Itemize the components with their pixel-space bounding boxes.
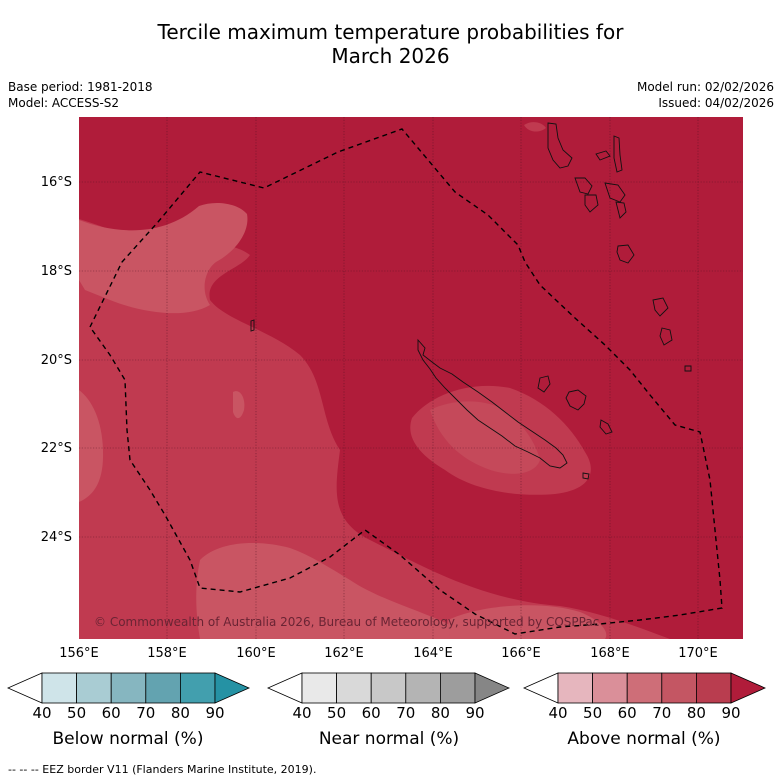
colorbar-extend-low xyxy=(523,672,559,704)
colorbar-segment xyxy=(439,672,476,704)
colorbar-title-near: Near normal (%) xyxy=(318,729,460,749)
colorbar-segment xyxy=(76,672,112,704)
colorbar-title-above: Above normal (%) xyxy=(567,729,721,749)
colorbar-extend-low xyxy=(7,672,43,704)
eez-border xyxy=(89,128,723,635)
colorbar-segment xyxy=(301,672,337,704)
probability-field-80-north xyxy=(524,122,546,132)
map-copyright: © Commonwealth of Australia 2026, Bureau… xyxy=(94,615,599,629)
colorbar-segment xyxy=(696,672,732,704)
colorbar-tick: 40 xyxy=(292,704,312,722)
new-caledonia-outline xyxy=(417,338,568,469)
colorbar-tick: 40 xyxy=(548,704,568,722)
colorbar-segment xyxy=(557,672,593,704)
lon-label: 158°E xyxy=(147,646,187,661)
lon-label: 168°E xyxy=(590,646,630,661)
colorbar-extend-high xyxy=(214,672,250,704)
colorbar-tick: 50 xyxy=(327,704,347,722)
probability-field-70-central xyxy=(430,401,540,474)
issued-date: Issued: 04/02/2026 xyxy=(658,96,774,110)
model-name: Model: ACCESS-S2 xyxy=(8,96,120,110)
colorbar-tick: 60 xyxy=(361,704,381,722)
map-title-line2: March 2026 xyxy=(331,44,450,68)
lat-label: 18°S xyxy=(40,264,72,279)
colorbar-extend-high xyxy=(730,672,766,704)
colorbar-above-normal xyxy=(523,672,766,704)
colorbar-segment xyxy=(661,672,697,704)
lat-label: 20°S xyxy=(40,353,72,368)
colorbar-segment xyxy=(110,672,147,704)
colorbar-tick: 90 xyxy=(205,704,225,722)
colorbar-title-below: Below normal (%) xyxy=(52,729,204,749)
colorbar-tick: 70 xyxy=(396,704,416,722)
colorbar-extend-low xyxy=(267,672,303,704)
colorbar-below-normal xyxy=(7,672,250,704)
colorbar-tick: 90 xyxy=(465,704,485,722)
model-run: Model run: 02/02/2026 xyxy=(636,80,774,94)
lon-label: 160°E xyxy=(236,646,276,661)
probability-field-70-southeast xyxy=(448,605,607,639)
colorbars xyxy=(7,672,766,704)
colorbar-tick: 80 xyxy=(686,704,706,722)
lat-label: 22°S xyxy=(40,441,72,456)
lon-label: 164°E xyxy=(413,646,453,661)
colorbar-tick: 90 xyxy=(721,704,741,722)
lat-label: 24°S xyxy=(40,530,72,545)
colorbar-segment xyxy=(179,672,216,704)
lon-label: 170°E xyxy=(678,646,718,661)
probability-field-70-west-b xyxy=(79,390,104,502)
base-period: Base period: 1981-2018 xyxy=(8,80,153,94)
colorbar-tick: 70 xyxy=(136,704,156,722)
probability-field-80-west xyxy=(79,219,670,639)
probability-field-70-west-a xyxy=(79,202,248,314)
colorbar-tick: 40 xyxy=(32,704,52,722)
colorbar-segment xyxy=(405,672,441,704)
colorbar-near-normal xyxy=(267,672,510,704)
eez-legend: -- -- -- EEZ border V11 (Flanders Marine… xyxy=(8,763,317,776)
lon-label: 166°E xyxy=(501,646,541,661)
colorbar-tick: 50 xyxy=(67,704,87,722)
colorbar-segment xyxy=(41,672,77,704)
colorbar-segment xyxy=(626,672,663,704)
coastlines xyxy=(250,122,692,480)
colorbar-segment xyxy=(370,672,407,704)
lat-label: 16°S xyxy=(40,175,72,190)
probability-field-70-west-c xyxy=(233,391,245,419)
colorbar-extend-high xyxy=(474,672,510,704)
colorbar-tick: 60 xyxy=(617,704,637,722)
colorbar-tick: 80 xyxy=(170,704,190,722)
colorbar-segment xyxy=(336,672,372,704)
lon-label: 156°E xyxy=(59,646,99,661)
colorbar-tick: 60 xyxy=(101,704,121,722)
colorbar-tick: 70 xyxy=(652,704,672,722)
colorbar-tick: 80 xyxy=(430,704,450,722)
colorbar-segment xyxy=(592,672,628,704)
probability-field-70-south xyxy=(196,543,474,639)
colorbar-tick: 50 xyxy=(583,704,603,722)
map-title-line1: Tercile maximum temperature probabilitie… xyxy=(157,20,624,44)
lon-label: 162°E xyxy=(324,646,364,661)
colorbar-segment xyxy=(145,672,181,704)
